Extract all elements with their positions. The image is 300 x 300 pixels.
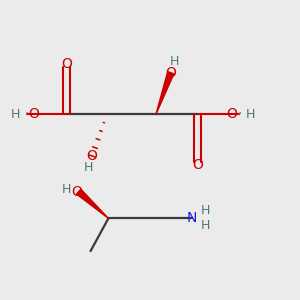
Text: O: O <box>87 149 98 163</box>
Text: O: O <box>72 184 83 199</box>
Text: ·: · <box>238 107 242 121</box>
Text: O: O <box>28 107 40 121</box>
Text: O: O <box>61 57 72 71</box>
Text: ·: · <box>25 107 29 121</box>
Text: H: H <box>246 108 255 121</box>
Text: H: H <box>170 55 179 68</box>
Text: H: H <box>200 219 210 232</box>
Polygon shape <box>156 72 174 114</box>
Text: O: O <box>192 158 203 172</box>
Polygon shape <box>76 189 108 218</box>
Text: O: O <box>165 66 176 80</box>
Text: H: H <box>11 108 20 121</box>
Text: O: O <box>226 107 237 121</box>
Text: H: H <box>84 161 93 174</box>
Text: H: H <box>62 183 71 196</box>
Text: H: H <box>200 204 210 218</box>
Text: N: N <box>186 212 197 225</box>
